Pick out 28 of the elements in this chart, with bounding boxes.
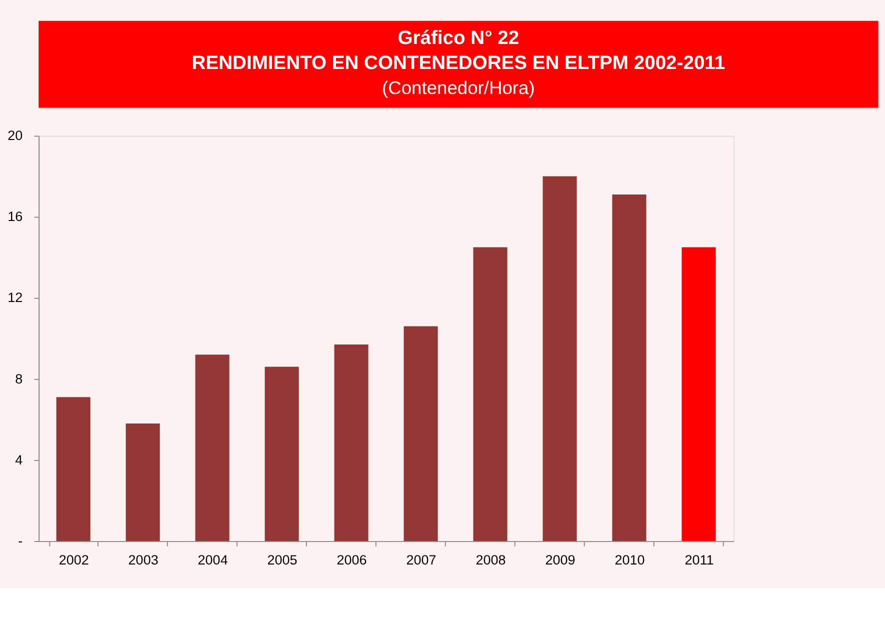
x-tick-label: 2004 (198, 552, 228, 568)
x-tick-label: 2002 (58, 552, 89, 568)
x-tick-label: 2009 (545, 552, 576, 568)
bar (195, 354, 230, 542)
chart-title: Gráfico N° 22 RENDIMIENTO EN CONTENEDORES EN ELTPM 2002-2011 (192, 28, 726, 74)
y-tick-label: 4 (15, 452, 24, 468)
x-tick-label: 2003 (128, 552, 158, 568)
chart-subtitle: (Contenedor/Hora) (382, 77, 535, 98)
x-tick-label: 2010 (614, 552, 645, 568)
bar (126, 424, 160, 542)
bar (612, 194, 646, 542)
x-tick-label: 2007 (406, 552, 436, 568)
bar (682, 247, 716, 542)
x-tick-label: 2011 (684, 552, 714, 568)
y-tick-label: 8 (15, 371, 23, 386)
x-tick-label: 2006 (336, 552, 367, 568)
y-tick-label: 20 (8, 128, 23, 144)
bar (542, 176, 577, 542)
x-tick-label: 2005 (267, 552, 298, 568)
bar (56, 397, 90, 542)
x-tick-label: 2008 (476, 552, 506, 568)
bar (473, 247, 508, 542)
bar (264, 366, 299, 542)
bar (334, 344, 368, 542)
y-tick-label: 16 (8, 209, 23, 224)
y-tick-label: - (18, 533, 23, 548)
bar (404, 326, 438, 542)
y-tick-label: 12 (8, 290, 23, 306)
